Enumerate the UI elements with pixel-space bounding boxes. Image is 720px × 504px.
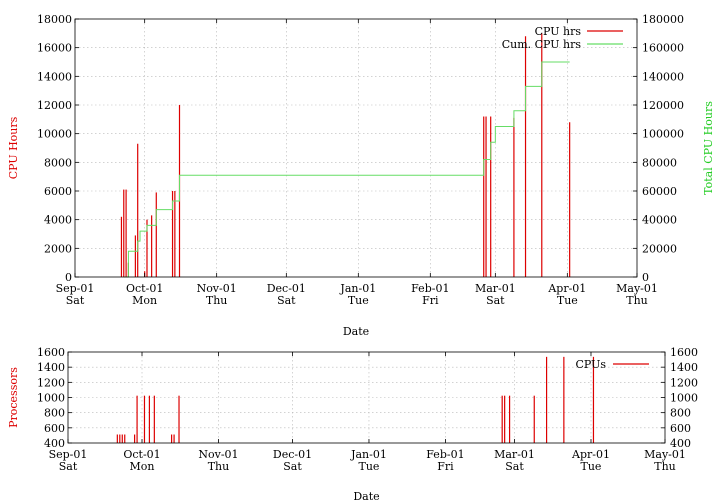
processors-chart: 400 600 800 1000 1200 1400 1600 400 600 800 1000 12… [7, 346, 698, 503]
x-tick-sublabel: Sat [283, 460, 302, 473]
y2-tick-label: 140000 [642, 70, 684, 83]
x-tick-label: Sep-01 [56, 282, 95, 295]
y2-tick-label: 1000 [670, 392, 698, 405]
legend: CPUs [575, 358, 649, 371]
x-tick-label: Jan-01 [350, 448, 387, 461]
x-tick-sublabel: Fri [422, 294, 439, 307]
x-tick-sublabel: Sat [505, 460, 524, 473]
x-tick-label: Oct-01 [126, 282, 163, 295]
y2-tick-label: 40000 [642, 214, 677, 227]
y2-axis: 0 20000 40000 60000 80000 100000 120000 140000 1… [633, 13, 684, 284]
y-tick-label: 12000 [37, 99, 72, 112]
y2-tick-label: 800 [670, 407, 691, 420]
x-tick-label: Apr-01 [571, 448, 610, 461]
y-tick-label: 2000 [44, 242, 72, 255]
x-tick-label: May-01 [616, 282, 658, 295]
cumulative-step-line [123, 61, 570, 278]
grid [75, 19, 637, 277]
y-tick-label: 1600 [37, 346, 65, 359]
x-tick-label: Sep-01 [49, 448, 88, 461]
x-tick-label: Oct-01 [123, 448, 160, 461]
x-tick-sublabel: Thu [654, 460, 676, 473]
y-tick-label: 1400 [37, 361, 65, 374]
y-tick-label: 1200 [37, 376, 65, 389]
x-tick-sublabel: Tue [348, 294, 369, 307]
series-cpu-hrs [120, 33, 571, 277]
plot-frame [74, 18, 638, 278]
x-tick-sublabel: Thu [206, 294, 228, 307]
y2-tick-label: 120000 [642, 99, 684, 112]
x-tick-label: Mar-01 [475, 282, 516, 295]
x-tick-sublabel: Tue [557, 294, 578, 307]
y-axis-label: Processors [7, 367, 20, 428]
y-tick-label: 400 [44, 437, 65, 450]
y2-tick-label: 20000 [642, 242, 677, 255]
x-tick-sublabel: Mon [130, 460, 155, 473]
y-tick-label: 0 [65, 271, 72, 284]
y-tick-label: 1000 [37, 392, 65, 405]
y2-tick-label: 80000 [642, 156, 677, 169]
y-tick-label: 16000 [37, 42, 72, 55]
y2-tick-label: 600 [670, 422, 691, 435]
y-tick-label: 14000 [37, 70, 72, 83]
y-tick-label: 10000 [37, 128, 72, 141]
x-tick-sublabel: Sat [277, 294, 296, 307]
legend-label: CPUs [575, 358, 606, 371]
x-tick-label: Nov-01 [198, 448, 238, 461]
y2-tick-label: 180000 [642, 13, 684, 26]
x-tick-sublabel: Thu [208, 460, 230, 473]
y-tick-label: 600 [44, 422, 65, 435]
y2-tick-label: 60000 [642, 185, 677, 198]
legend-label: Cum. CPU hrs [502, 38, 582, 51]
x-tick-sublabel: Fri [437, 460, 454, 473]
y2-axis: 400 600 800 1000 1200 1400 1600 [661, 346, 698, 450]
x-tick-label: Nov-01 [197, 282, 237, 295]
x-tick-sublabel: Sat [59, 460, 78, 473]
x-tick-label: Dec-01 [267, 282, 306, 295]
x-tick-sublabel: Sat [66, 294, 85, 307]
grid [68, 352, 665, 443]
x-tick-label: Feb-01 [411, 282, 449, 295]
cpu-hours-chart: 0 2000 4000 6000 8000 10000 12000 14000 16000 180… [7, 13, 715, 338]
x-tick-sublabel: Tue [358, 460, 379, 473]
y-tick-label: 8000 [44, 156, 72, 169]
y2-tick-label: 1200 [670, 376, 698, 389]
y2-tick-label: 100000 [642, 128, 684, 141]
x-axis: Sep-01SatOct-01MonNov-01ThuDec-01SatJan-… [49, 352, 686, 473]
x-axis-label: Date [353, 490, 379, 503]
y-tick-label: 18000 [37, 13, 72, 26]
series-cum-cpu-hrs [123, 61, 570, 278]
x-tick-label: Feb-01 [426, 448, 464, 461]
y-tick-label: 6000 [44, 185, 72, 198]
y-tick-label: 4000 [44, 214, 72, 227]
y-axis: 400 600 800 1000 1200 1400 1600 [37, 346, 72, 450]
y2-tick-label: 1600 [670, 346, 698, 359]
y-axis-label: CPU Hours [7, 116, 20, 179]
x-tick-sublabel: Tue [581, 460, 602, 473]
y2-tick-label: 0 [642, 271, 649, 284]
x-tick-sublabel: Thu [626, 294, 648, 307]
x-axis-label: Date [343, 325, 369, 338]
y-axis: 0 2000 4000 6000 8000 10000 12000 14000 16000 180… [37, 13, 79, 284]
x-tick-label: May-01 [644, 448, 686, 461]
y-tick-label: 800 [44, 407, 65, 420]
x-tick-sublabel: Sat [486, 294, 505, 307]
series-cpus [116, 356, 595, 443]
y2-axis-label: Total CPU Hours [702, 101, 715, 195]
x-tick-label: Mar-01 [494, 448, 535, 461]
x-tick-label: Apr-01 [547, 282, 586, 295]
x-tick-sublabel: Mon [132, 294, 157, 307]
y2-tick-label: 160000 [642, 42, 684, 55]
y2-tick-label: 400 [670, 437, 691, 450]
x-tick-label: Dec-01 [273, 448, 312, 461]
y2-tick-label: 1400 [670, 361, 698, 374]
x-axis: Sep-01SatOct-01MonNov-01ThuDec-01SatJan-… [56, 19, 658, 307]
x-tick-label: Jan-01 [339, 282, 376, 295]
legend-label: CPU hrs [535, 25, 582, 38]
